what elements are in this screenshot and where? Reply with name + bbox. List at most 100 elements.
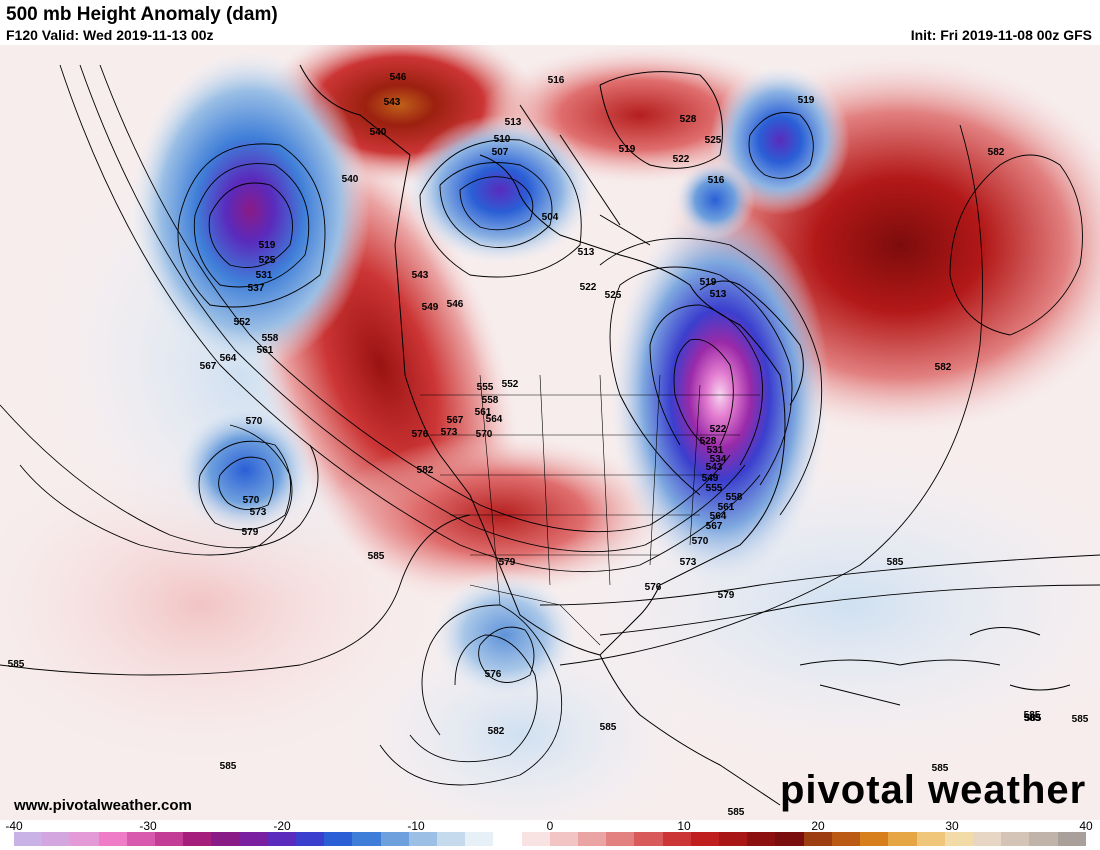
contour-label: 504 (542, 212, 559, 223)
contour-label: 570 (246, 416, 263, 427)
colorbar-segment (211, 832, 240, 846)
contour-label: 510 (494, 134, 511, 145)
colorbar-tick-label: -20 (273, 819, 291, 833)
contour-label: 567 (706, 521, 723, 532)
contour-label: 513 (710, 289, 727, 300)
contour-label: 573 (441, 427, 458, 438)
colorbar-segment (42, 832, 71, 846)
colorbar-segment (465, 832, 494, 846)
colorbar-segment (1001, 832, 1030, 846)
colorbar-segment (155, 832, 184, 846)
contour-label: 582 (417, 465, 434, 476)
colorbar-segment (1029, 832, 1058, 846)
colorbar-segment (98, 832, 127, 846)
colorbar-segment (549, 832, 579, 846)
height-contours (0, 64, 1100, 786)
contour-label: 516 (708, 175, 725, 186)
colorbar-segment (775, 832, 804, 846)
contour-label: 570 (476, 429, 493, 440)
colorbar-segment (493, 832, 522, 846)
contour-label: 567 (200, 361, 217, 372)
colorbar-segment (634, 832, 663, 846)
contour-label: 585 (932, 763, 949, 774)
contour-label: 585 (368, 551, 385, 562)
colorbar-tick-label: -40 (5, 819, 23, 833)
contour-label: 564 (710, 511, 727, 522)
colorbar-segment (296, 832, 325, 846)
pivotal-weather-logo: pivotal weather (780, 768, 1087, 812)
colorbar-segment (324, 832, 353, 846)
contour-label: 516 (548, 75, 565, 86)
contour-label: 549 (702, 473, 719, 484)
contour-label: 519 (259, 240, 276, 251)
contour-label: 585 (8, 659, 25, 670)
contour-label: 522 (580, 282, 597, 293)
contour-label: 585 (1072, 714, 1089, 725)
colorbar-segment (352, 832, 381, 846)
anomaly-shading (0, 45, 1100, 820)
colorbar-segment (408, 832, 438, 846)
contour-label: 567 (447, 415, 464, 426)
contour-label: 570 (243, 495, 260, 506)
contour-label: 564 (220, 353, 237, 364)
contour-label: 525 (259, 255, 276, 266)
contour-label: 585 (728, 807, 745, 818)
contour-label: 561 (475, 407, 492, 418)
website-url: www.pivotalweather.com (14, 797, 192, 814)
contour-label: 585 (220, 761, 237, 772)
contour-label: 540 (370, 127, 387, 138)
contour-label: 540 (342, 174, 359, 185)
contour-label: 576 (645, 582, 662, 593)
contour-label: 564 (486, 414, 503, 425)
contour-label: 525 (705, 135, 722, 146)
contour-label: 519 (619, 144, 636, 155)
colorbar-tick-label: 0 (546, 819, 554, 833)
contour-label: 561 (718, 502, 735, 513)
contour-label: 558 (262, 333, 279, 344)
contour-label: 537 (248, 283, 265, 294)
colorbar-segment (747, 832, 776, 846)
colorbar-segment (183, 832, 212, 846)
contour-label: 573 (250, 507, 267, 518)
contour-label: 507 (492, 147, 509, 158)
colorbar-tick-label: 40 (1079, 819, 1093, 833)
colorbar-tick-label: 10 (677, 819, 691, 833)
contour-label: 585 (1024, 713, 1041, 724)
contour-label: 552 (502, 379, 519, 390)
colorbar-tick-label: -10 (407, 819, 425, 833)
colorbar-segment (126, 832, 156, 846)
colorbar-segment (521, 832, 550, 846)
colorbar-tick-label: 30 (945, 819, 959, 833)
contour-label: 513 (505, 117, 522, 128)
colorbar-segment (690, 832, 720, 846)
colorbar-segment (1057, 832, 1086, 846)
contour-label: 558 (482, 395, 499, 406)
contour-label: 552 (234, 317, 251, 328)
colorbar-segment (888, 832, 917, 846)
map-title: 500 mb Height Anomaly (dam) (6, 4, 278, 25)
colorbar-tick-label: -30 (139, 819, 157, 833)
colorbar-segment (578, 832, 607, 846)
colorbar-segment (267, 832, 297, 846)
contour-label: 558 (726, 492, 743, 503)
contour-label: 549 (422, 302, 439, 313)
contour-label: 585 (887, 557, 904, 568)
header: 500 mb Height Anomaly (dam) F120 Valid: … (0, 0, 1100, 45)
contour-label: 546 (447, 299, 464, 310)
valid-time: F120 Valid: Wed 2019-11-13 00z (6, 27, 214, 43)
contour-label: 519 (700, 277, 717, 288)
contour-label: 555 (477, 382, 494, 393)
contour-label: 546 (390, 72, 407, 83)
colorbar-segment (606, 832, 635, 846)
contour-label: 528 (680, 114, 697, 125)
contour-label: 579 (242, 527, 259, 538)
contour-label: 522 (710, 424, 727, 435)
contour-label: 576 (412, 429, 429, 440)
contour-label: 519 (798, 95, 815, 106)
contour-label: 543 (706, 462, 723, 473)
colorbar-segment (239, 832, 268, 846)
contour-label: 570 (692, 536, 709, 547)
colorbar-segment (14, 832, 43, 846)
contour-label: 555 (706, 483, 723, 494)
colorbar-segment (662, 832, 691, 846)
